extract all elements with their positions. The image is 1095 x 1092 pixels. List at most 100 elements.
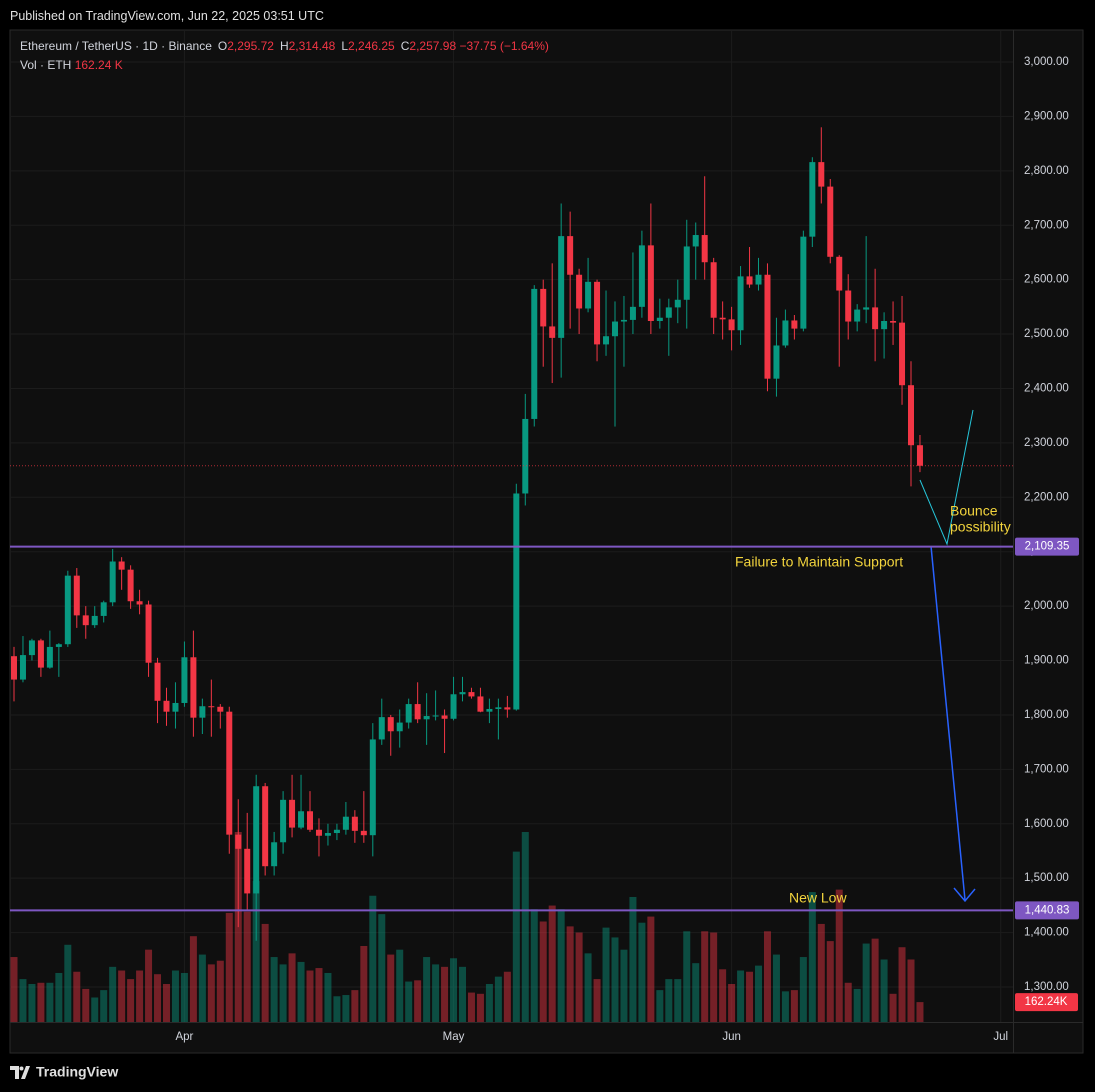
volume-bar [127, 979, 135, 1022]
bounce-arrow [919, 409, 974, 546]
candle-body [863, 307, 870, 310]
ohlc-value: 2,246.25 [348, 39, 395, 53]
volume-bar [207, 964, 215, 1022]
volume-bar [647, 916, 655, 1022]
volume-bar [279, 964, 287, 1022]
candle-body [271, 842, 278, 867]
candle-body [791, 320, 798, 329]
volume-bar [817, 923, 825, 1022]
y-tick-label: 1,300.00 [1024, 981, 1069, 993]
candle-body [235, 834, 242, 849]
candle-body [818, 162, 825, 187]
volume-bar [611, 937, 619, 1022]
volume-bar [503, 971, 511, 1022]
x-tick-label: Jun [722, 1031, 741, 1043]
volume-bar [494, 976, 502, 1022]
volume-bar [467, 992, 475, 1022]
candle-body [55, 644, 62, 647]
volume-bar [566, 926, 574, 1022]
candle-body [567, 236, 574, 275]
volume-bar [441, 966, 449, 1022]
volume-bar [763, 931, 771, 1022]
candle-body [764, 274, 771, 379]
volume-bar [674, 979, 682, 1022]
volume-bar [916, 1002, 924, 1022]
candle-body [899, 322, 906, 386]
candle-body [91, 615, 98, 626]
candle-body [181, 657, 188, 703]
candle-body [100, 602, 107, 616]
level-label-box [1015, 901, 1079, 920]
candle-body [908, 385, 914, 446]
candle-body [549, 326, 556, 338]
volume-bar [180, 972, 188, 1022]
y-tick-label: 1,700.00 [1024, 763, 1069, 775]
candle-body [809, 162, 816, 237]
volume-bar [261, 923, 269, 1022]
volume-bar [432, 964, 440, 1022]
volume-bar [118, 970, 126, 1022]
candle-body [109, 561, 116, 603]
candle-body [262, 786, 269, 867]
candle-body [827, 186, 834, 257]
candle-body [405, 704, 412, 723]
candle-body [513, 493, 520, 710]
volume-bar [10, 957, 18, 1022]
volume-bar [575, 932, 583, 1022]
candle-body [46, 646, 53, 668]
volume-bar [772, 954, 780, 1022]
candle-body [324, 833, 331, 836]
candle-body [172, 702, 179, 712]
y-tick-label: 2,700.00 [1024, 219, 1069, 231]
volume-bar [378, 914, 386, 1022]
candle-body [298, 811, 305, 828]
candle-body [890, 320, 897, 323]
volume-bar [755, 965, 763, 1022]
ohlc-label: O [217, 39, 228, 53]
volume-bar [476, 993, 484, 1022]
candle-body [477, 696, 484, 712]
y-tick-label: 2,200.00 [1024, 491, 1069, 503]
volume-bar [737, 970, 745, 1022]
volume-bar [252, 881, 260, 1022]
volume-bar [351, 990, 359, 1022]
volume-bar [602, 927, 610, 1022]
volume-bar [162, 984, 170, 1022]
candle-body [244, 848, 251, 894]
volume-bar [593, 979, 601, 1022]
candle-body [746, 276, 753, 285]
volume-bar [898, 947, 906, 1022]
logo [10, 1066, 30, 1079]
volume-bar [324, 972, 332, 1022]
candle-body [11, 656, 17, 680]
candle-body [773, 345, 780, 379]
volume-bar [37, 982, 45, 1022]
volume-bar [369, 895, 377, 1022]
candle-body [916, 445, 923, 466]
ohlc-value: 2,295.72 [227, 39, 274, 53]
volume-bar [288, 953, 296, 1022]
candle-body [307, 811, 314, 830]
candle-body [459, 692, 466, 695]
candle-body [342, 816, 349, 830]
annotation: possibility [950, 519, 1011, 535]
volume-bar [692, 963, 700, 1022]
candle-body [719, 317, 726, 320]
annotation: Bounce [950, 503, 998, 519]
volume-bar [853, 988, 861, 1022]
candle-body [836, 256, 843, 291]
ohlc-label: C [400, 39, 410, 53]
drop-arrow [930, 545, 966, 901]
candle-body [64, 575, 71, 645]
candle-body [692, 235, 699, 247]
candle-body [854, 309, 861, 322]
candle-body [387, 717, 394, 732]
candle-body [217, 706, 224, 712]
volume-bar [342, 995, 350, 1022]
candle-body [755, 274, 762, 285]
volume-bar [189, 936, 197, 1022]
volume-bar [225, 912, 233, 1022]
volume-bar [198, 954, 206, 1022]
volume-bar [871, 938, 879, 1022]
